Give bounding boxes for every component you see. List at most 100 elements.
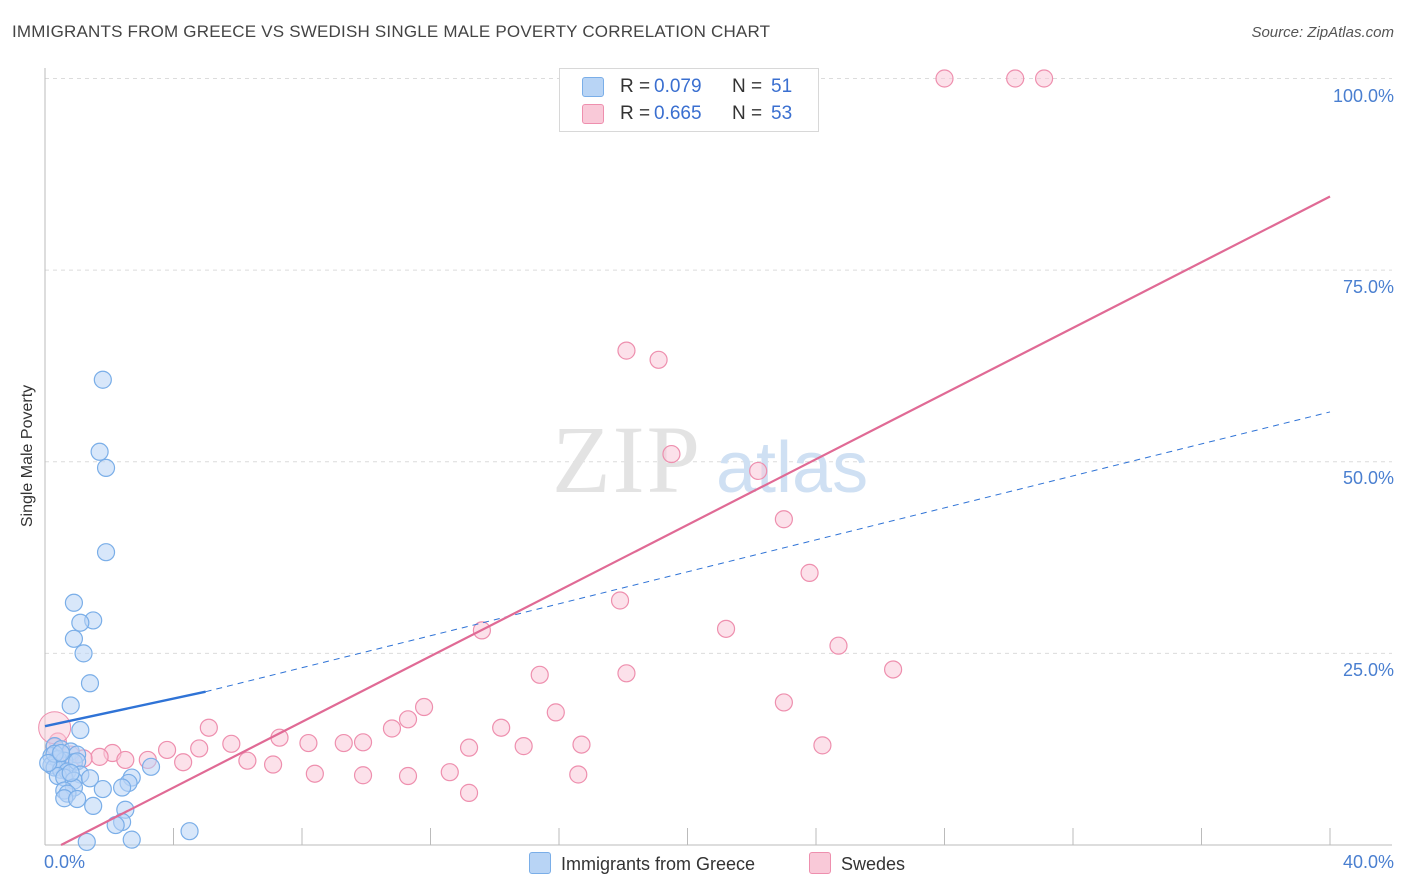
data-point (440, 763, 459, 782)
data-point (800, 563, 819, 582)
legend-r-value: 0.079 (654, 76, 702, 97)
data-point (93, 779, 112, 799)
data-point (122, 830, 141, 849)
legend-r-value: 0.665 (654, 103, 702, 124)
legend-item-greece[interactable]: Immigrants from Greece (529, 852, 755, 875)
data-point (382, 719, 402, 738)
legend-label-greece: Immigrants from Greece (561, 854, 756, 874)
data-point (80, 674, 100, 693)
data-point (90, 442, 109, 461)
data-point (662, 444, 681, 464)
greece-trend-line (44, 690, 206, 728)
trend-lines (44, 195, 1331, 846)
source-label: Source: ZipAtlas.com (1251, 24, 1394, 41)
data-point (546, 703, 565, 722)
data-point (84, 796, 103, 816)
data-point (96, 543, 116, 562)
data-point (141, 757, 161, 776)
legend-n-label: N = (732, 76, 763, 97)
data-point (353, 766, 373, 785)
data-point (263, 755, 283, 774)
data-point (774, 693, 793, 712)
data-point (716, 619, 736, 638)
data-point (116, 750, 135, 770)
data-point (398, 766, 418, 786)
data-point (222, 734, 241, 753)
data-point (238, 751, 257, 770)
data-point (199, 718, 218, 737)
data-point (157, 740, 177, 760)
data-point (649, 350, 668, 369)
data-point (883, 660, 903, 679)
data-point (492, 718, 511, 737)
legend-n-value: 53 (771, 103, 793, 124)
data-point (61, 696, 80, 715)
legend-swatch-pink (582, 104, 604, 124)
chart-title: IMMIGRANTS FROM GREECE VS SWEDISH SINGLE… (12, 22, 771, 41)
data-point (617, 664, 636, 683)
data-point (80, 769, 100, 788)
legend-swatch-blue (529, 852, 551, 874)
legend-swatch-blue (582, 77, 604, 97)
data-point (935, 69, 954, 88)
swedes-trend-line (60, 195, 1331, 846)
data-point (174, 753, 193, 772)
x-tick-40: 40.0% (1342, 852, 1394, 872)
data-point (813, 736, 832, 755)
greece-points (39, 370, 199, 852)
data-point (334, 733, 353, 753)
data-point (305, 764, 324, 783)
legend-label-swedes: Swedes (841, 854, 906, 874)
y-tick-25: 25.0% (1342, 660, 1394, 680)
legend-n-value: 51 (771, 76, 793, 97)
legend-n-label: N = (732, 103, 763, 124)
data-point (353, 733, 373, 752)
legend-r-label: R = (620, 103, 651, 124)
data-point (829, 636, 848, 655)
y-tick-50: 50.0% (1342, 468, 1394, 488)
stats-legend: R = 0.079 N = 51 R = 0.665 N = 53 (559, 68, 819, 132)
data-point (180, 822, 199, 841)
data-point (270, 728, 289, 747)
data-point (190, 739, 209, 758)
data-point (96, 458, 116, 477)
data-point (414, 697, 434, 717)
data-point (112, 778, 132, 797)
data-point (64, 593, 84, 612)
data-point (1006, 69, 1025, 88)
data-point (68, 789, 87, 809)
watermark-zip: ZIP (552, 406, 702, 513)
gridlines (45, 78, 1392, 654)
y-tick-100: 100.0% (1332, 86, 1394, 106)
data-point (39, 753, 58, 773)
swedes-points (38, 69, 1054, 802)
data-point (514, 737, 533, 756)
data-point (71, 613, 90, 632)
data-point (61, 763, 80, 783)
data-point (398, 710, 418, 729)
data-point (774, 510, 793, 529)
data-point (617, 341, 636, 360)
data-point (64, 629, 84, 648)
data-point (74, 644, 93, 663)
data-point (610, 591, 630, 610)
data-point (1034, 69, 1054, 88)
data-point (749, 461, 768, 481)
watermark-atlas: atlas (716, 428, 868, 508)
data-point (299, 733, 318, 753)
data-point (93, 370, 112, 389)
legend-swatch-pink (809, 852, 831, 874)
legend-item-swedes[interactable]: Swedes (809, 852, 905, 875)
data-point (90, 747, 109, 766)
x-tick-0: 0.0% (44, 852, 86, 872)
data-point (77, 832, 96, 852)
data-point (51, 743, 71, 763)
data-point (569, 765, 588, 784)
data-point (572, 735, 591, 754)
data-point (459, 783, 479, 802)
y-tick-75: 75.0% (1342, 277, 1394, 297)
data-point (530, 665, 549, 684)
data-point (459, 738, 479, 757)
data-point (71, 720, 90, 740)
